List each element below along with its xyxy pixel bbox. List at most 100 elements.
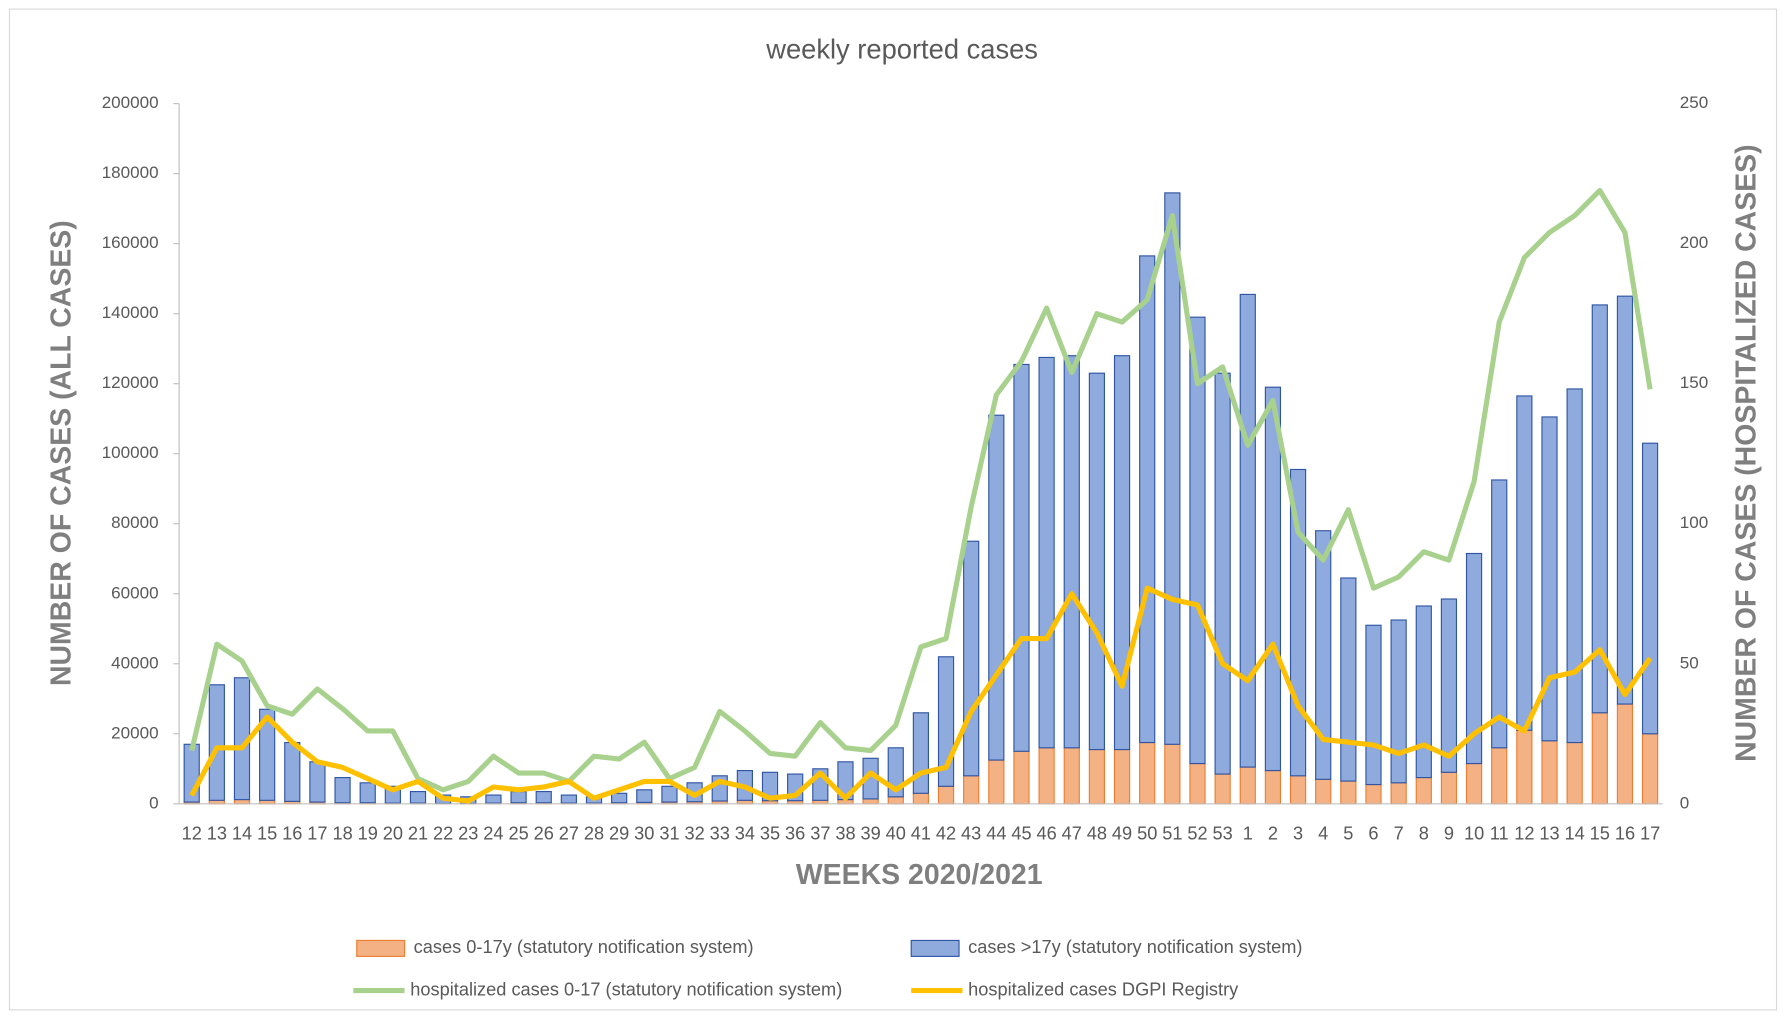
bar bbox=[1088, 372, 1106, 751]
x-tick-label: 5 bbox=[1343, 823, 1353, 843]
legend-label: cases 0-17y (statutory notification syst… bbox=[414, 937, 754, 957]
x-tick-label: 16 bbox=[1615, 823, 1635, 843]
chart-title: weekly reported cases bbox=[765, 33, 1038, 64]
y2-axis-title: NUMBER OF CASES (HOSPITALIZED CASES) bbox=[1731, 144, 1763, 762]
bar bbox=[963, 775, 980, 805]
x-tick-label: 17 bbox=[307, 823, 327, 843]
line bbox=[189, 187, 1653, 793]
bar bbox=[1465, 552, 1483, 765]
bar bbox=[1340, 577, 1357, 782]
bar bbox=[1390, 619, 1407, 784]
bar bbox=[208, 684, 225, 801]
x-tick-label: 15 bbox=[1590, 823, 1610, 843]
y-tick-label: 180000 bbox=[102, 163, 159, 182]
y-tick-label: 20000 bbox=[111, 723, 158, 742]
y-tick-label: 100000 bbox=[102, 443, 159, 462]
bar bbox=[988, 414, 1005, 761]
line bbox=[189, 585, 1653, 804]
x-tick-label: 39 bbox=[860, 823, 880, 843]
y2-tick-label: 250 bbox=[1680, 93, 1708, 112]
x-tick-label: 6 bbox=[1368, 823, 1378, 843]
x-tick-label: 20 bbox=[383, 823, 403, 843]
x-tick-label: 33 bbox=[710, 823, 730, 843]
x-axis-title: WEEKS 2020/2021 bbox=[796, 859, 1043, 891]
x-tick-label: 53 bbox=[1213, 823, 1233, 843]
y-tick-label: 200000 bbox=[102, 93, 159, 112]
x-tick-label: 24 bbox=[483, 823, 503, 843]
y-tick-label: 60000 bbox=[111, 583, 158, 602]
x-tick-label: 42 bbox=[936, 823, 956, 843]
y2-tick-label: 0 bbox=[1680, 793, 1690, 812]
x-tick-label: 26 bbox=[534, 823, 554, 843]
bar bbox=[1591, 712, 1608, 805]
bar bbox=[862, 798, 879, 805]
x-tick-label: 12 bbox=[1514, 823, 1534, 843]
y-tick-label: 80000 bbox=[111, 513, 158, 532]
bar bbox=[309, 761, 326, 803]
x-tick-label: 19 bbox=[358, 823, 378, 843]
x-tick-label: 17 bbox=[1640, 823, 1660, 843]
bar bbox=[1566, 741, 1583, 805]
x-tick-label: 52 bbox=[1187, 823, 1207, 843]
x-tick-label: 31 bbox=[659, 823, 679, 843]
bar bbox=[1113, 748, 1131, 805]
bar bbox=[1189, 316, 1206, 765]
bar bbox=[409, 790, 427, 804]
chart-border bbox=[8, 8, 1778, 1011]
y-tick-label: 140000 bbox=[102, 303, 159, 322]
bar bbox=[284, 741, 301, 802]
bar bbox=[912, 792, 930, 805]
bar bbox=[1315, 778, 1332, 805]
bar bbox=[1088, 748, 1106, 805]
bar bbox=[1641, 442, 1659, 735]
x-tick-label: 40 bbox=[886, 823, 906, 843]
bar bbox=[1465, 762, 1483, 805]
bar bbox=[233, 799, 251, 805]
bar bbox=[1491, 479, 1508, 749]
x-tick-label: 23 bbox=[458, 823, 478, 843]
bar bbox=[1239, 766, 1256, 805]
bar bbox=[1139, 741, 1156, 805]
x-tick-label: 46 bbox=[1036, 823, 1056, 843]
bar bbox=[1440, 598, 1458, 773]
x-tick-label: 21 bbox=[408, 823, 428, 843]
x-tick-label: 1 bbox=[1243, 823, 1253, 843]
x-tick-label: 3 bbox=[1293, 823, 1303, 843]
bar bbox=[1591, 304, 1608, 714]
x-tick-label: 32 bbox=[684, 823, 704, 843]
x-tick-label: 43 bbox=[961, 823, 981, 843]
x-tick-label: 37 bbox=[810, 823, 830, 843]
x-tick-label: 50 bbox=[1137, 823, 1157, 843]
legend-label: hospitalized cases DGPI Registry bbox=[968, 979, 1239, 999]
x-tick-label: 27 bbox=[559, 823, 579, 843]
x-tick-label: 30 bbox=[634, 823, 654, 843]
bar bbox=[1264, 769, 1282, 805]
bar bbox=[1616, 703, 1634, 805]
x-tick-label: 2 bbox=[1268, 823, 1278, 843]
bar bbox=[1063, 747, 1080, 805]
legend-swatch bbox=[910, 939, 960, 957]
bar bbox=[1289, 775, 1307, 805]
bar bbox=[535, 790, 552, 804]
x-tick-label: 14 bbox=[232, 823, 252, 843]
bar bbox=[937, 785, 955, 805]
x-tick-label: 9 bbox=[1444, 823, 1454, 843]
bar bbox=[1013, 363, 1030, 752]
x-tick-label: 10 bbox=[1464, 823, 1484, 843]
bar bbox=[1164, 192, 1181, 745]
x-tick-label: 49 bbox=[1112, 823, 1132, 843]
bar bbox=[611, 792, 628, 804]
bar bbox=[661, 785, 678, 803]
x-tick-label: 13 bbox=[207, 823, 227, 843]
x-tick-label: 12 bbox=[182, 823, 202, 843]
x-tick-label: 44 bbox=[986, 823, 1006, 843]
bar bbox=[1541, 740, 1558, 805]
bar bbox=[1038, 356, 1055, 749]
x-tick-label: 48 bbox=[1087, 823, 1107, 843]
bar bbox=[988, 759, 1005, 805]
x-tick-label: 13 bbox=[1539, 823, 1559, 843]
y-axis-title: NUMBER OF CASES (ALL CASES) bbox=[46, 220, 78, 686]
bar bbox=[510, 790, 527, 804]
x-tick-label: 29 bbox=[609, 823, 629, 843]
y-tick-label: 120000 bbox=[102, 373, 159, 392]
